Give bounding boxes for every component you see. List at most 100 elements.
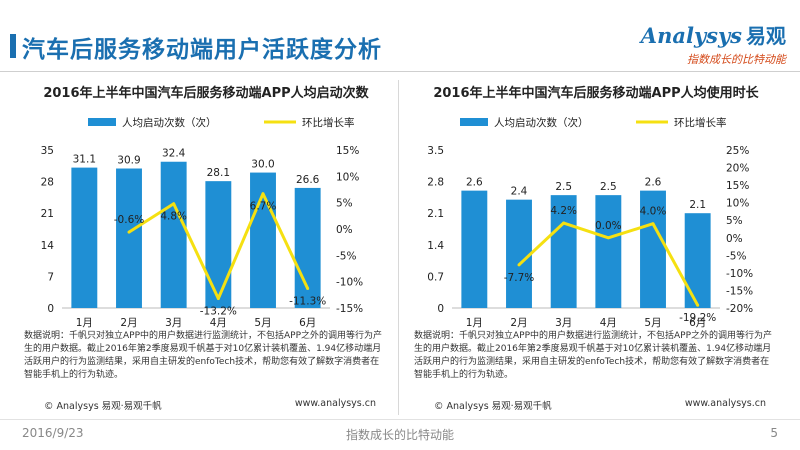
source-url[interactable]: www.analysys.cn [684,398,766,409]
y2-tick-label: 5% [726,215,743,227]
bar-value-label: 2.5 [600,181,617,193]
x-tick-label: 4月 [210,317,227,329]
growth-label: 0.0% [595,220,622,232]
title-accent-bar [10,34,16,58]
growth-point [696,303,700,307]
growth-label: -11.3% [289,296,326,308]
x-tick-label: 4月 [600,317,617,329]
legend-bar-label: 人均启动次数（次） [122,116,217,129]
panel-divider [398,80,399,415]
growth-point [517,263,521,267]
x-tick-label: 3月 [165,317,182,329]
chart-title: 2016年上半年中国汽车后服务移动端APP人均启动次数 [43,86,369,101]
legend-bar-swatch [460,118,488,126]
growth-point [562,221,566,225]
source-credit: © Analysys 易观·易观千帆 [434,401,552,412]
bar [506,199,532,308]
page-number: 5 [770,426,778,440]
data-note: 数据说明：千帆只对独立APP中的用户数据进行监测统计，不包括APP之外的调用等行… [414,331,773,380]
y-tick-label: 35 [41,145,54,157]
brand-logo: Analysys 易观 指数成长的比特动能 [641,20,786,67]
brand-name: Analysys [640,23,742,48]
y2-tick-label: 20% [726,163,749,175]
bar-value-label: 30.0 [251,159,274,171]
x-tick-label: 5月 [254,317,271,329]
brand-slogan: 指数成长的比特动能 [687,53,786,66]
y2-tick-label: -15% [336,303,363,315]
y-tick-label: 2.1 [427,208,444,220]
growth-label: 4.2% [550,205,577,217]
bar [461,190,488,308]
x-tick-label: 3月 [555,317,572,329]
growth-point [306,287,310,291]
chart-panel-right: 2016年上半年中国汽车后服务移动端APP人均使用时长 人均启动次数（次） 环比增… [404,74,788,419]
brand-cn: 易观 [746,24,786,48]
y2-tick-label: 15% [726,180,749,192]
y-tick-label: 0.7 [427,271,444,283]
bar [160,161,187,308]
chart-left: 人均启动次数（次） 环比增长率 0 7 14 21 28 35 -15% -10% -5% 0% 5% 1… [41,116,364,329]
y2-tick-label: -20% [726,303,753,315]
footer-slogan: 指数成长的比特动能 [345,428,454,442]
y-tick-label: 1.4 [427,240,444,252]
y2-tick-label: 25% [726,145,749,157]
growth-label: 6.7% [250,201,277,213]
bar [684,213,711,308]
y2-tick-label: 10% [336,171,359,183]
y2-tick-label: 5% [336,198,353,210]
y2-tick-label: -10% [336,277,363,289]
bar-value-label: 30.9 [117,155,140,167]
y-tick-label: 21 [41,208,54,220]
growth-point [261,192,265,196]
y2-tick-label: 10% [726,198,749,210]
data-note: 数据说明：千帆只对独立APP中的用户数据进行监测统计，不包括APP之外的调用等行… [24,331,383,380]
bar [205,181,232,308]
bar-value-label: 2.4 [511,186,528,198]
chart-right: 人均启动次数（次） 环比增长率 0 0.7 1.4 2.1 2.8 3.5 -20% -15% -1… [427,116,753,329]
legend-line-label: 环比增长率 [302,116,355,129]
growth-label: -19.2% [679,312,716,324]
header-divider [0,71,800,72]
bar-value-label: 2.6 [645,177,662,189]
y2-tick-label: -10% [726,268,753,280]
growth-point [606,236,610,240]
y-tick-label: 7 [47,271,54,283]
y2-tick-label: 15% [336,145,359,157]
page-title: 汽车后服务移动端用户活跃度分析 [22,37,382,63]
y2-tick-label: -5% [726,250,746,262]
growth-point [651,222,655,226]
x-tick-label: 1月 [466,317,483,329]
growth-point [216,297,220,301]
legend-line-label: 环比增长率 [674,116,727,129]
x-tick-label: 6月 [299,317,316,329]
x-tick-label: 1月 [76,317,93,329]
x-tick-label: 2月 [510,317,527,329]
bar [595,195,622,308]
chart-title: 2016年上半年中国汽车后服务移动端APP人均使用时长 [433,86,759,101]
footer-date: 2016/9/23 [22,426,84,440]
bar [640,190,666,308]
legend-bar-swatch [88,118,116,126]
growth-label: 4.0% [640,206,667,218]
bar-value-label: 2.5 [555,181,572,193]
bar-value-label: 2.1 [689,199,706,211]
x-tick-label: 6月 [689,317,706,329]
y2-tick-label: 0% [726,233,743,245]
growth-label: -7.7% [504,272,534,284]
x-tick-label: 5月 [644,317,661,329]
y-tick-label: 2.8 [427,177,444,189]
growth-point [172,202,176,206]
y2-tick-label: -5% [336,250,356,262]
y-tick-label: 28 [41,177,54,189]
y-tick-label: 3.5 [427,145,444,157]
bar [550,195,577,308]
chart-panel-left: 2016年上半年中国汽车后服务移动端APP人均启动次数 人均启动次数（次） 环比增… [14,74,398,419]
y2-tick-label: -15% [726,285,753,297]
bar-value-label: 26.6 [296,174,320,186]
growth-label: -0.6% [114,214,144,226]
y-tick-label: 0 [437,303,444,315]
growth-label: 4.8% [160,211,187,223]
y-tick-label: 14 [41,240,55,252]
y2-tick-label: 0% [336,224,353,236]
source-url[interactable]: www.analysys.cn [294,398,376,409]
